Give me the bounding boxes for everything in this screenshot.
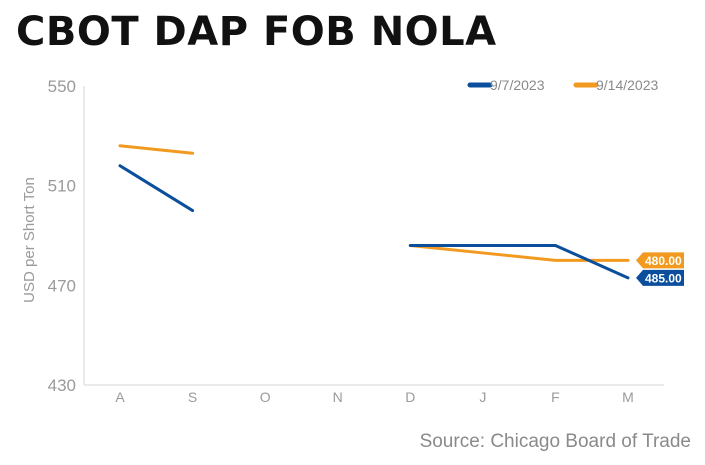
y-tick-label: 470 [48,276,76,295]
chart-series [118,144,630,280]
x-tick-label: N [333,389,343,405]
end-label-tag [636,252,684,269]
series-line [118,144,195,155]
y-axis-label: USD per Short Ton [21,177,38,303]
x-tick-label: O [260,389,271,405]
x-tick-label: S [188,389,197,405]
y-axis-tick-labels: 430 470 510 550 [48,77,76,395]
y-tick-label: 550 [48,77,76,96]
series-end-labels: 480.00 485.00 [636,252,684,286]
x-tick-label: J [479,389,486,405]
legend-label: 9/14/2023 [596,77,658,93]
y-tick-label: 430 [48,376,76,395]
chart-legend: 9/7/2023 9/14/2023 [467,77,658,93]
x-tick-label: M [622,389,634,405]
x-tick-label: D [405,389,415,405]
source-note: Source: Chicago Board of Trade [419,431,691,452]
chart-axes [83,86,664,386]
end-label-tag [636,269,684,286]
chart-title: CBOT DAP FOB NOLA [16,9,497,55]
y-tick-label: 510 [48,177,76,196]
end-label-text: 480.00 [645,254,682,268]
series-line [118,164,195,213]
x-tick-label: F [551,389,560,405]
end-label-text: 485.00 [645,271,682,285]
series-line [408,243,630,262]
x-tick-label: A [115,389,125,405]
legend-label: 9/7/2023 [490,77,545,93]
series-line [408,243,630,280]
